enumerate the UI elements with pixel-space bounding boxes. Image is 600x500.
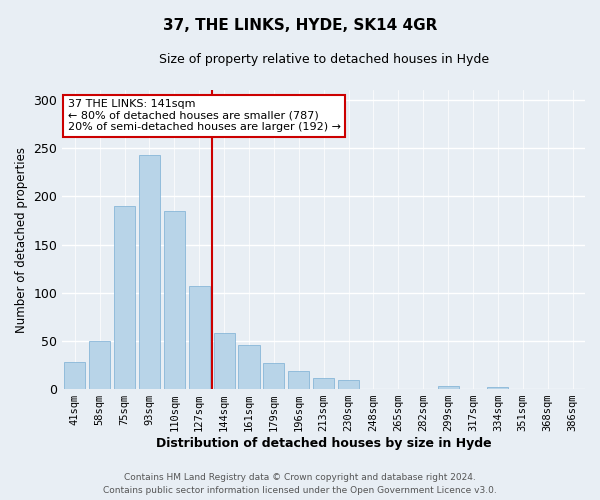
Bar [188, 286, 210, 389]
Bar [238, 344, 260, 389]
Text: 37, THE LINKS, HYDE, SK14 4GR: 37, THE LINKS, HYDE, SK14 4GR [163, 18, 437, 32]
Bar [437, 386, 458, 389]
Bar [338, 380, 359, 389]
Title: Size of property relative to detached houses in Hyde: Size of property relative to detached ho… [158, 52, 489, 66]
Text: 37 THE LINKS: 141sqm
← 80% of detached houses are smaller (787)
20% of semi-deta: 37 THE LINKS: 141sqm ← 80% of detached h… [68, 99, 341, 132]
Bar [313, 378, 334, 389]
Text: Contains HM Land Registry data © Crown copyright and database right 2024.
Contai: Contains HM Land Registry data © Crown c… [103, 474, 497, 495]
Bar [288, 371, 310, 389]
Bar [139, 155, 160, 389]
Bar [89, 341, 110, 389]
Bar [164, 211, 185, 389]
Bar [114, 206, 135, 389]
X-axis label: Distribution of detached houses by size in Hyde: Distribution of detached houses by size … [156, 437, 491, 450]
Bar [64, 362, 85, 389]
Bar [263, 363, 284, 389]
Bar [487, 387, 508, 389]
Y-axis label: Number of detached properties: Number of detached properties [15, 146, 28, 332]
Bar [214, 333, 235, 389]
